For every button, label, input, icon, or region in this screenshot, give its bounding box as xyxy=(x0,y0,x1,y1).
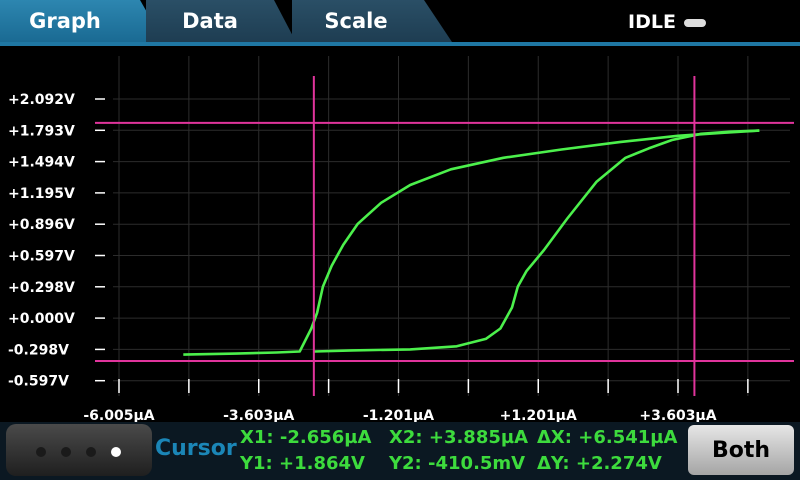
both-button-label: Both xyxy=(711,437,771,463)
series-line-1 xyxy=(183,129,760,356)
y-tick-label: +0.597V xyxy=(8,249,75,265)
x-axis-ticks: -6.005µA -3.603µA -1.201µA +1.201µA +3.603µA xyxy=(83,379,749,422)
page-indicator[interactable] xyxy=(6,424,152,476)
y-tick-label: +2.092V xyxy=(8,92,75,108)
tab-graph-label: Graph xyxy=(29,9,101,33)
tab-scale[interactable]: Scale xyxy=(292,0,452,42)
cursor-y1-readout: Y1: +1.864V xyxy=(240,453,365,474)
cursor-label: Cursor xyxy=(155,436,237,461)
y-tick-label: +1.494V xyxy=(8,155,75,171)
page-dot-2 xyxy=(61,447,71,457)
y-tick-label: +1.793V xyxy=(8,123,75,139)
cursor-x2-readout: X2: +3.885µA xyxy=(389,427,529,448)
both-cursors-button[interactable]: Both xyxy=(688,425,794,475)
status-text: IDLE xyxy=(628,11,676,33)
tab-scale-label: Scale xyxy=(324,9,388,33)
cursor-dy-readout: ΔY: +2.274V xyxy=(537,453,662,474)
grid-lines xyxy=(113,56,790,396)
y-tick-label: -0.597V xyxy=(8,374,69,390)
y-tick-label: +0.896V xyxy=(8,217,75,233)
tab-graph[interactable]: Graph xyxy=(0,0,164,42)
cursor-x1-readout: X1: -2.656µA xyxy=(240,427,372,448)
tab-underline xyxy=(0,42,800,46)
cursor-bar: Cursor X1: -2.656µA X2: +3.885µA ΔX: +6.… xyxy=(0,422,800,480)
x-tick-label: -1.201µA xyxy=(363,408,434,422)
graph-plot[interactable]: +2.092V +1.793V +1.494V +1.195V +0.896V +0.59… xyxy=(0,46,800,422)
page-dot-1 xyxy=(36,447,46,457)
y-axis-ticks: +2.092V +1.793V +1.494V +1.195V +0.896V +0.59… xyxy=(8,92,105,390)
series-line-2 xyxy=(314,129,760,353)
cursor-dx-readout: ΔX: +6.541µA xyxy=(537,427,678,448)
top-bar: Graph Data Scale IDLE xyxy=(0,0,800,46)
cursor-y2-readout: Y2: -410.5mV xyxy=(389,453,526,474)
status-indicator-icon xyxy=(684,19,706,27)
x-tick-label: +1.201µA xyxy=(500,408,577,422)
tab-data[interactable]: Data xyxy=(146,0,296,42)
x-tick-label: -6.005µA xyxy=(83,408,154,422)
y-tick-label: -0.298V xyxy=(8,342,69,358)
page-dot-3 xyxy=(86,447,96,457)
y-tick-label: +0.298V xyxy=(8,280,75,296)
tab-data-label: Data xyxy=(182,9,238,33)
data-series xyxy=(183,129,760,356)
y-tick-label: +1.195V xyxy=(8,186,75,202)
x-tick-label: +3.603µA xyxy=(639,408,716,422)
page-dot-4 xyxy=(111,447,121,457)
cursor-lines[interactable] xyxy=(95,76,794,396)
y-tick-label: +0.000V xyxy=(8,311,75,327)
x-tick-label: -3.603µA xyxy=(223,408,294,422)
